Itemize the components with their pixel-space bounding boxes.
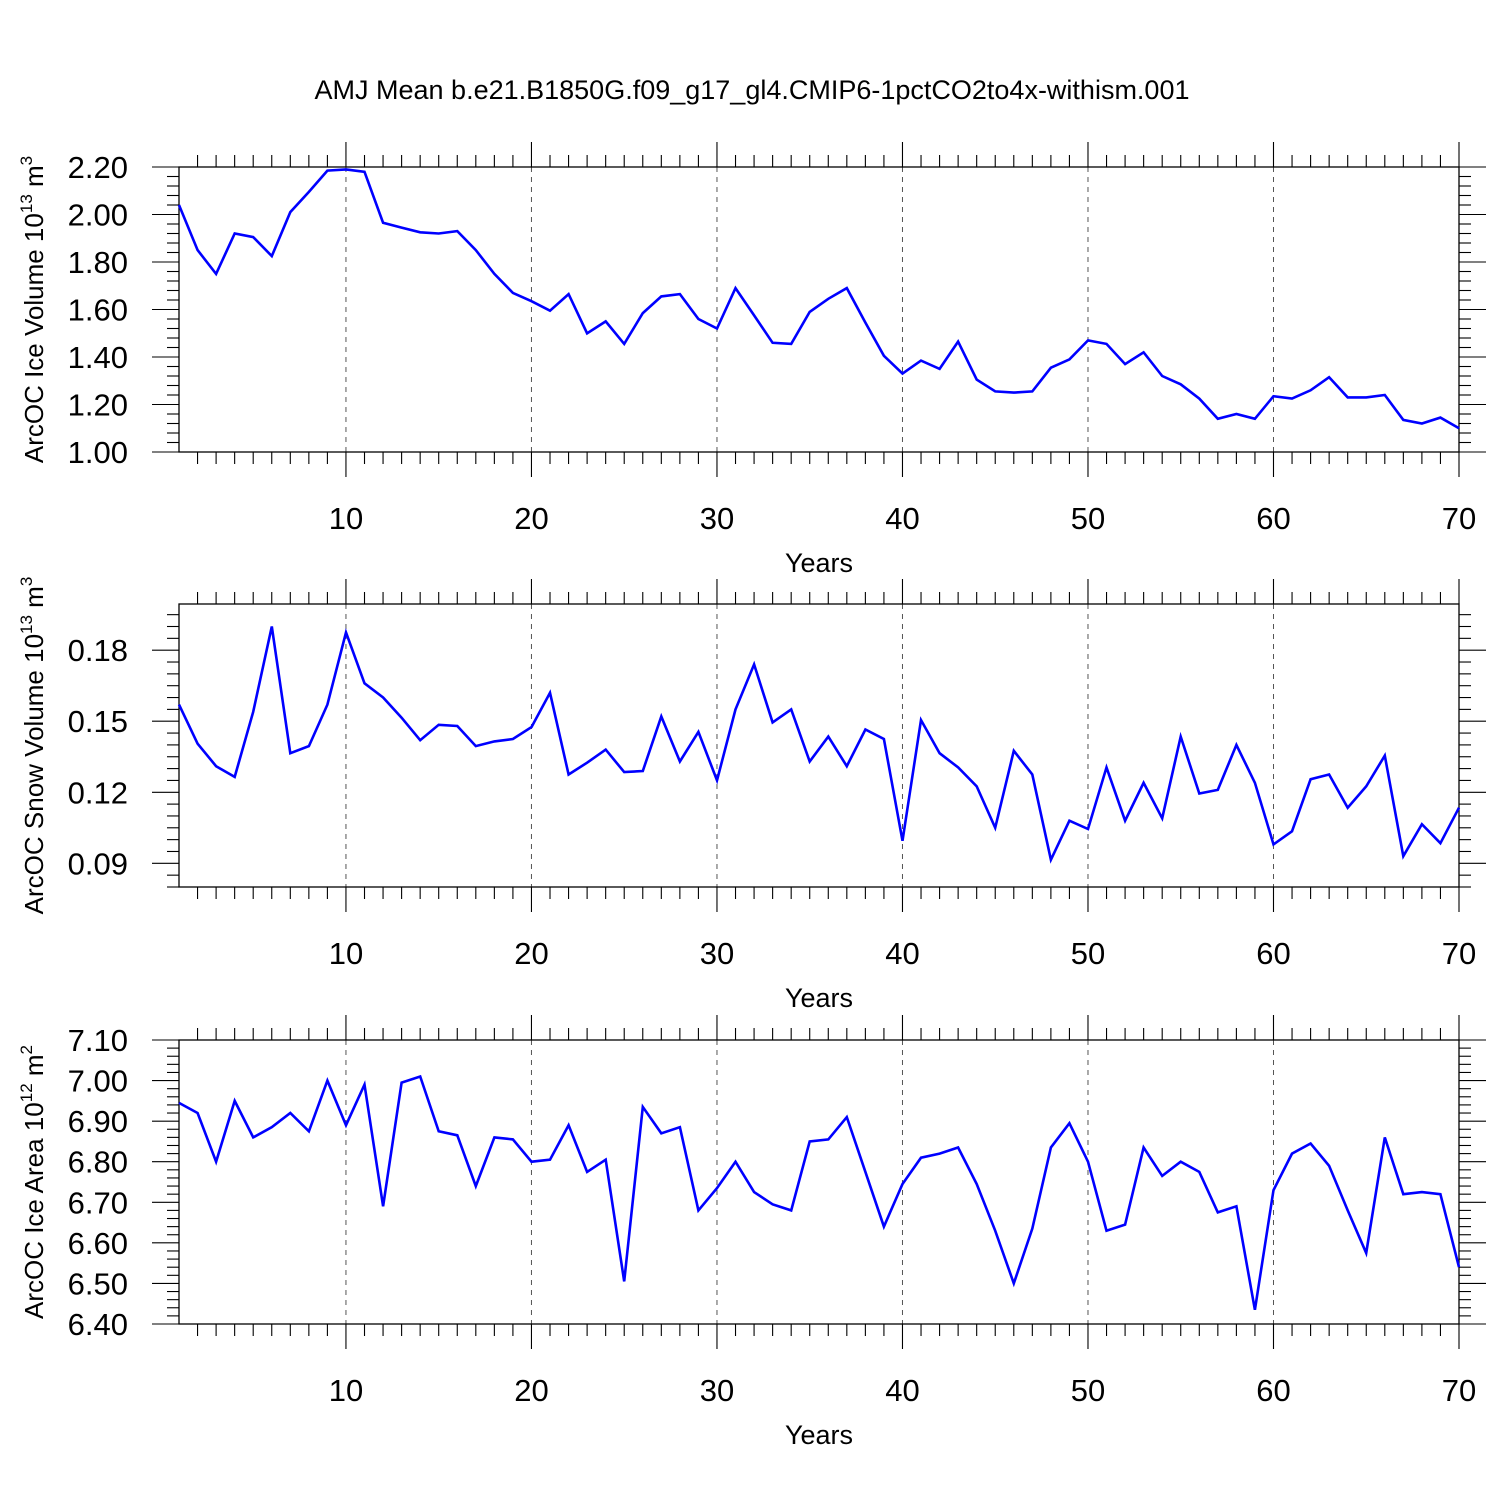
series-line	[177, 626, 1461, 864]
x-tick-label: 40	[885, 936, 919, 971]
x-tick-label: 40	[885, 1373, 919, 1408]
x-tick-label: 10	[329, 936, 363, 971]
y-tick-label: 6.80	[68, 1145, 128, 1180]
x-axis-label: Years	[785, 1420, 853, 1450]
y-axis-label-unit-exponent: 3	[17, 577, 36, 586]
x-tick-label: 40	[885, 501, 919, 536]
x-tick-label: 50	[1071, 936, 1105, 971]
y-tick-label: 1.80	[68, 245, 128, 280]
plot-frame	[178, 603, 1460, 888]
x-tick-label: 30	[700, 1373, 734, 1408]
y-tick-label: 2.00	[68, 198, 128, 233]
y-axis-label-unit-exponent: 3	[17, 156, 36, 165]
x-axis-label: Years	[785, 983, 853, 1013]
chart-panels: 10 20 30 40 50 60 70 1.00 1.20 1.40 1.60 1.80 2.00 2.…	[17, 142, 1486, 1450]
y-axis-label-unit: m	[19, 165, 49, 194]
series-line	[177, 168, 1460, 430]
y-axis-label-exponent: 13	[17, 194, 36, 213]
x-tick-label: 60	[1256, 1373, 1290, 1408]
x-tick-label: 30	[700, 936, 734, 971]
y-tick-label: 7.10	[68, 1023, 128, 1058]
x-tick-label: 50	[1071, 1373, 1105, 1408]
y-tick-label: 0.18	[68, 633, 128, 668]
y-tick-label: 6.40	[68, 1307, 128, 1342]
y-tick-label: 6.50	[68, 1266, 128, 1301]
y-tick-label: 6.70	[68, 1185, 128, 1220]
chart-panel-3: 10 20 30 40 50 60 70 6.40 6.50 6.60 6.70 6.80 6.90 7.…	[17, 1015, 1486, 1450]
y-tick-label: 1.20	[68, 388, 128, 423]
x-tick-label: 10	[329, 1373, 363, 1408]
y-axis-label: ArcOC Ice Area 1012 m2	[17, 1045, 49, 1319]
figure-title: AMJ Mean b.e21.B1850G.f09_g17_gl4.CMIP6-…	[315, 75, 1190, 105]
y-tick-label: 0.12	[68, 775, 128, 810]
y-tick-label: 7.00	[68, 1064, 128, 1099]
x-tick-label: 20	[514, 501, 548, 536]
y-axis-label-exponent: 13	[17, 615, 36, 634]
series-line	[178, 1074, 1461, 1311]
y-axis-label: ArcOC Ice Volume 1013 m3	[17, 156, 49, 463]
x-tick-label: 70	[1442, 1373, 1476, 1408]
x-tick-label: 50	[1071, 501, 1105, 536]
chart-panel-2: 10 20 30 40 50 60 70 0.09 0.12 0.15 0.18 Years ArcOC…	[17, 577, 1486, 1013]
y-tick-label: 0.15	[68, 704, 128, 739]
y-tick-label: 1.40	[68, 340, 128, 375]
y-axis-label-unit: m	[19, 586, 49, 615]
x-tick-label: 20	[514, 936, 548, 971]
x-tick-label: 20	[514, 1373, 548, 1408]
x-tick-label: 70	[1442, 936, 1476, 971]
plot-frame	[178, 166, 1460, 453]
y-axis-label: ArcOC Snow Volume 1013 m3	[17, 577, 49, 915]
y-tick-label: 1.60	[68, 293, 128, 328]
y-tick-label: 0.09	[68, 846, 128, 881]
x-tick-label: 60	[1256, 936, 1290, 971]
plot-frame	[178, 1039, 1460, 1325]
y-axis-label-unit-exponent: 2	[17, 1045, 36, 1054]
y-axis-label-unit: m	[19, 1054, 49, 1083]
y-axis-label-text: ArcOC Ice Area 10	[19, 1102, 49, 1319]
y-axis-label-text: ArcOC Ice Volume 10	[19, 213, 49, 463]
x-tick-label: 10	[329, 501, 363, 536]
chart-panel-1: 10 20 30 40 50 60 70 1.00 1.20 1.40 1.60 1.80 2.00 2.…	[17, 142, 1486, 578]
y-tick-label: 6.90	[68, 1104, 128, 1139]
y-axis-label-text: ArcOC Snow Volume 10	[19, 634, 49, 914]
y-tick-label: 1.00	[68, 435, 128, 470]
x-axis-label: Years	[785, 548, 853, 578]
x-tick-label: 30	[700, 501, 734, 536]
y-tick-label: 6.60	[68, 1226, 128, 1261]
x-tick-label: 70	[1442, 501, 1476, 536]
y-axis-label-exponent: 12	[17, 1083, 36, 1102]
x-tick-label: 60	[1256, 501, 1290, 536]
y-tick-label: 2.20	[68, 150, 128, 185]
